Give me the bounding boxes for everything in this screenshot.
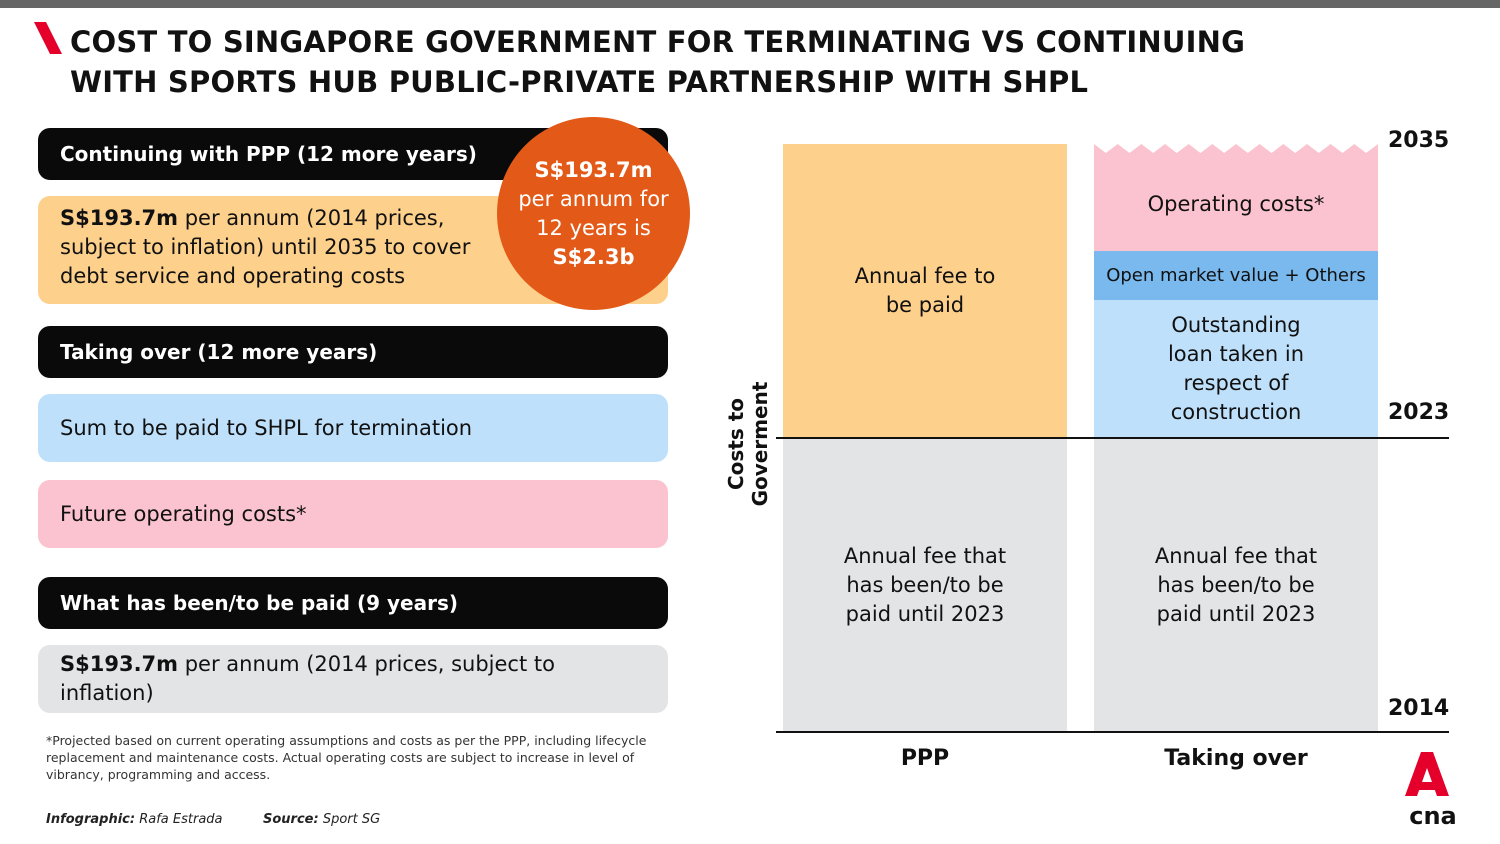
category-ppp-label: PPP: [900, 746, 950, 771]
paid-text: S$193.7m per annum (2014 prices, subject…: [38, 650, 668, 708]
y-axis-label: Costs to Goverment: [724, 381, 772, 507]
callout-line2: per annum for: [518, 186, 669, 211]
paid-header: What has been/to be paid (9 years): [38, 577, 668, 629]
source-credit: Source: Sport SG: [263, 812, 380, 827]
operating-costs-text: Operating costs*: [1147, 192, 1325, 216]
category-taking-over-label: Taking over: [1164, 746, 1308, 771]
operating-costs-block: Operating costs*: [1094, 144, 1378, 251]
ppp-annual-fee-text: Annual fee to be paid: [854, 264, 996, 317]
title-slash-icon: [34, 22, 62, 54]
logo-text: cna: [1409, 802, 1457, 828]
cost-comparison-chart: Costs to Goverment Annual fee to be paid…: [724, 120, 1490, 810]
continuing-text: S$193.7m per annum (2014 prices, subject…: [38, 204, 508, 291]
callout-line1: S$193.7m: [534, 157, 653, 182]
ppp-paid-text: Annual fee that has been/to be paid unti…: [843, 543, 1007, 626]
open-market-value-text: Open market value + Others: [1106, 265, 1366, 286]
year-2023-label: 2023: [1388, 400, 1450, 425]
infographic-label: Infographic:: [46, 812, 136, 827]
year-2014-line: [776, 731, 1449, 733]
source-label: Source:: [263, 812, 319, 827]
taking-over-paid-block: Annual fee that has been/to be paid unti…: [1094, 438, 1378, 732]
callout-line3: 12 years is: [536, 215, 651, 240]
continuing-amount: S$193.7m: [60, 206, 179, 230]
top-bar: [0, 0, 1500, 8]
paid-box: S$193.7m per annum (2014 prices, subject…: [38, 645, 668, 713]
open-market-value-block: Open market value + Others: [1094, 251, 1378, 300]
page-title: COST TO SINGAPORE GOVERNMENT FOR TERMINA…: [70, 25, 1246, 99]
taking-over-paid-text: Annual fee that has been/to be paid unti…: [1154, 543, 1318, 626]
callout-line4: S$2.3b: [552, 244, 635, 269]
cost-callout: S$193.7m per annum for 12 years is S$2.3…: [497, 117, 690, 310]
cna-logo-icon: cna: [1405, 752, 1457, 828]
future-operating-text: Future operating costs*: [60, 501, 307, 526]
continuing-description: per annum (2014 prices, subject to infla…: [60, 206, 471, 288]
footnote: *Projected based on current operating as…: [46, 733, 647, 782]
termination-sum-box: Sum to be paid to SHPL for termination: [38, 394, 668, 462]
taking-over-header: Taking over (12 more years): [38, 326, 668, 378]
year-2014-label: 2014: [1388, 696, 1450, 721]
termination-sum-text: Sum to be paid to SHPL for termination: [60, 415, 473, 440]
source-name: Sport SG: [322, 812, 381, 827]
ppp-annual-fee-block: Annual fee to be paid: [783, 144, 1067, 438]
infographic-name: Rafa Estrada: [139, 812, 223, 827]
year-2023-line: [776, 437, 1449, 439]
paid-description: per annum (2014 prices, subject to infla…: [60, 652, 555, 705]
paid-amount: S$193.7m: [60, 652, 179, 676]
zigzag-edge: [1094, 140, 1378, 153]
outstanding-loan-text: Outstanding loan taken in respect of con…: [1167, 313, 1305, 424]
future-operating-box: Future operating costs*: [38, 480, 668, 548]
infographic-credit: Infographic: Rafa Estrada: [46, 812, 223, 827]
year-2035-label: 2035: [1388, 128, 1450, 153]
outstanding-loan-block: Outstanding loan taken in respect of con…: [1094, 300, 1378, 438]
ppp-paid-block: Annual fee that has been/to be paid unti…: [783, 438, 1067, 732]
